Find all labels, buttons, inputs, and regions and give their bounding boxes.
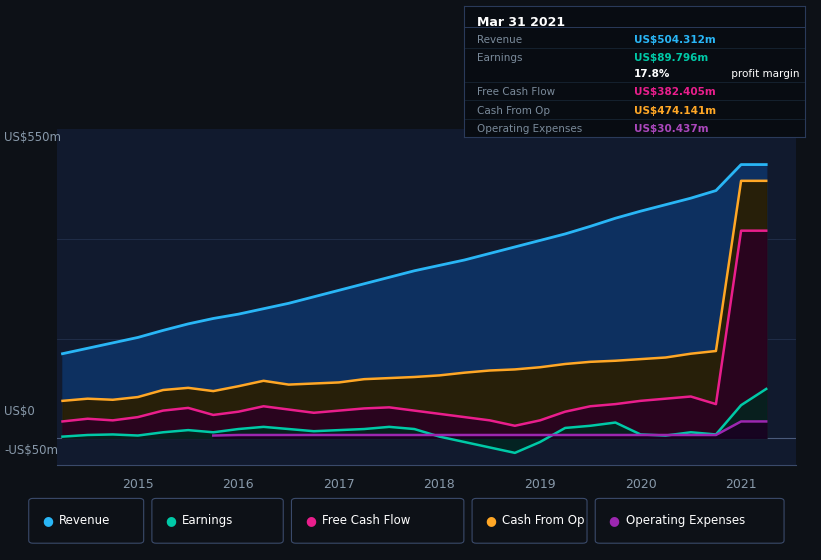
Text: Earnings: Earnings: [478, 53, 523, 63]
Text: 17.8%: 17.8%: [635, 69, 671, 79]
Text: Operating Expenses: Operating Expenses: [478, 124, 583, 134]
Text: Free Cash Flow: Free Cash Flow: [478, 87, 556, 97]
Text: Operating Expenses: Operating Expenses: [626, 514, 745, 528]
Text: US$474.141m: US$474.141m: [635, 106, 717, 116]
Text: US$550m: US$550m: [4, 130, 61, 144]
Text: Cash From Op: Cash From Op: [502, 514, 585, 528]
Text: ●: ●: [42, 514, 53, 528]
Text: ●: ●: [485, 514, 497, 528]
Text: profit margin: profit margin: [728, 69, 800, 79]
Text: Cash From Op: Cash From Op: [478, 106, 551, 116]
Text: US$504.312m: US$504.312m: [635, 35, 716, 45]
Text: -US$50m: -US$50m: [4, 444, 58, 458]
Text: US$89.796m: US$89.796m: [635, 53, 709, 63]
Text: ●: ●: [165, 514, 177, 528]
Text: US$0: US$0: [4, 405, 34, 418]
Text: US$30.437m: US$30.437m: [635, 124, 709, 134]
Text: ●: ●: [305, 514, 316, 528]
Text: Revenue: Revenue: [59, 514, 111, 528]
Text: ●: ●: [608, 514, 620, 528]
Text: Earnings: Earnings: [182, 514, 234, 528]
Text: Revenue: Revenue: [478, 35, 523, 45]
Bar: [724, 129, 729, 465]
Text: Free Cash Flow: Free Cash Flow: [322, 514, 410, 528]
Text: Mar 31 2021: Mar 31 2021: [478, 16, 566, 29]
Text: US$382.405m: US$382.405m: [635, 87, 716, 97]
